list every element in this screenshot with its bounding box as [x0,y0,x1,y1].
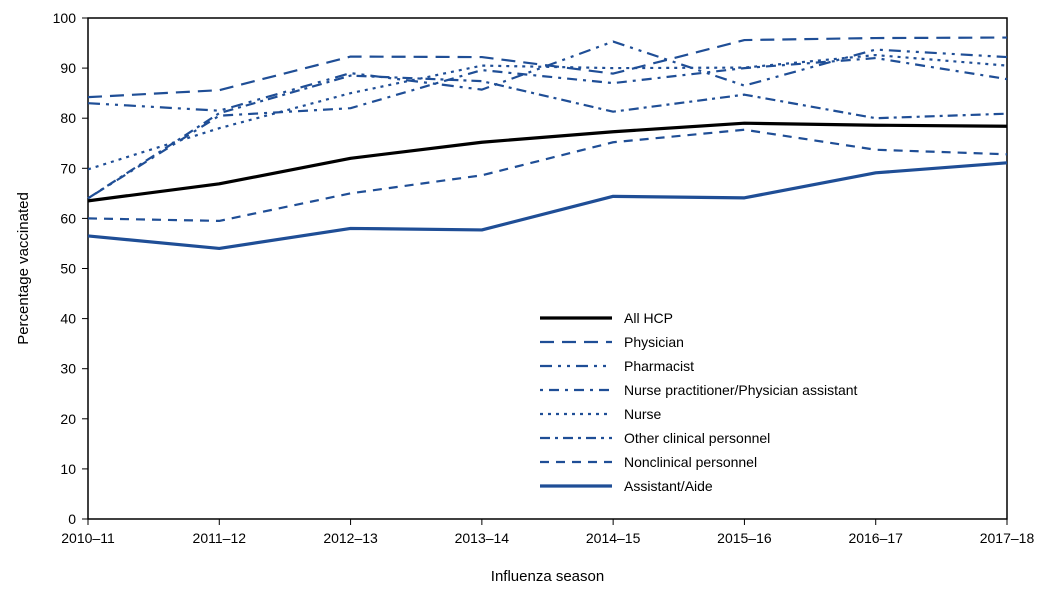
y-tick-label: 80 [60,110,76,126]
legend-label-nonclinical: Nonclinical personnel [624,454,757,470]
x-tick-label: 2014–15 [586,530,641,546]
y-axis-label: Percentage vaccinated [15,192,32,345]
x-tick-label: 2011–12 [193,530,247,546]
legend-label-assistant: Assistant/Aide [624,478,713,494]
x-tick-label: 2012–13 [323,530,378,546]
y-tick-label: 40 [60,311,76,327]
legend-label-all_hcp: All HCP [624,310,673,326]
y-tick-label: 20 [60,411,76,427]
x-tick-label: 2016–17 [848,530,903,546]
y-tick-label: 100 [53,10,77,26]
chart-svg: 0 10 20 30 40 50 60 70 80 90 100 2010–11 2011–12 2012… [0,0,1037,597]
series-all_hcp [88,123,1007,201]
y-tick-label: 10 [60,461,76,477]
series-np_pa [88,58,1007,198]
x-tick-label: 2017–18 [980,530,1035,546]
legend-label-nurse: Nurse [624,406,662,422]
x-axis-label: Influenza season [491,568,604,585]
x-tick-label: 2013–14 [455,530,510,546]
y-tick-label: 30 [60,361,76,377]
legend-label-np_pa: Nurse practitioner/Physician assistant [624,382,858,398]
legend-label-other_clinical: Other clinical personnel [624,430,770,446]
x-tick-label: 2015–16 [717,530,772,546]
y-tick-label: 50 [60,261,76,277]
y-tick-label: 70 [60,160,76,176]
legend-label-pharmacist: Pharmacist [624,358,694,374]
x-tick-label: 2010–11 [61,530,115,546]
line-chart: 0 10 20 30 40 50 60 70 80 90 100 2010–11 2011–12 2012… [0,0,1037,597]
plot-border [88,18,1007,519]
y-tick-label: 90 [60,60,76,76]
legend-label-physician: Physician [624,334,684,350]
y-tick-label: 60 [60,210,76,226]
y-tick-label: 0 [68,511,76,527]
series-assistant [88,163,1007,249]
